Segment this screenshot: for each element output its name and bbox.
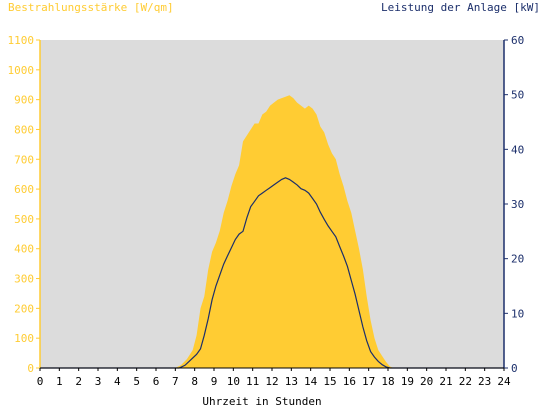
y-right-tick-label: 60: [511, 34, 524, 47]
x-axis-title: Uhrzeit in Stunden: [202, 395, 321, 408]
power-line: [40, 177, 504, 369]
x-tick-label: 0: [37, 375, 44, 388]
x-tick-label: 21: [439, 375, 452, 388]
x-tick-label: 23: [478, 375, 491, 388]
x-tick-label: 16: [343, 375, 356, 388]
x-tick-label: 1: [56, 375, 63, 388]
y-right-tick-label: 10: [511, 307, 524, 320]
right-axis-title: Leistung der Anlage [kW]: [381, 1, 540, 14]
x-tick-label: 24: [497, 375, 511, 388]
x-tick-label: 8: [191, 375, 198, 388]
y-left-tick-label: 1100: [8, 34, 35, 47]
y-left-tick-label: 1000: [8, 64, 35, 77]
x-tick-label: 9: [211, 375, 218, 388]
x-tick-label: 6: [153, 375, 160, 388]
x-tick-label: 3: [95, 375, 102, 388]
y-left-tick-label: 900: [14, 94, 34, 107]
series-layer: [40, 95, 504, 369]
x-tick-label: 2: [75, 375, 82, 388]
x-tick-label: 14: [304, 375, 318, 388]
x-tick-label: 4: [114, 375, 121, 388]
y-left-tick-label: 300: [14, 273, 34, 286]
x-tick-label: 5: [133, 375, 140, 388]
x-tick-label: 12: [265, 375, 278, 388]
y-right-tick-label: 30: [511, 198, 524, 211]
y-left-tick-label: 200: [14, 302, 34, 315]
x-tick-label: 20: [420, 375, 433, 388]
x-tick-label: 22: [459, 375, 472, 388]
y-left-tick-label: 700: [14, 153, 34, 166]
y-left-tick-label: 0: [27, 362, 34, 375]
y-right-tick-label: 40: [511, 143, 524, 156]
x-tick-label: 10: [227, 375, 240, 388]
x-tick-label: 15: [323, 375, 336, 388]
irradiance-area: [40, 95, 504, 368]
x-tick-label: 13: [285, 375, 298, 388]
left-axis-title: Bestrahlungsstärke [W/qm]: [8, 1, 174, 14]
y-left-tick-label: 500: [14, 213, 34, 226]
x-tick-label: 19: [401, 375, 414, 388]
y-left-tick-label: 600: [14, 183, 34, 196]
y-right-tick-label: 50: [511, 89, 524, 102]
y-right-tick-label: 20: [511, 253, 524, 266]
y-right-tick-label: 0: [511, 362, 518, 375]
x-tick-label: 17: [362, 375, 375, 388]
y-left-tick-label: 800: [14, 123, 34, 136]
x-tick-label: 7: [172, 375, 179, 388]
y-left-tick-label: 400: [14, 243, 34, 256]
y-left-tick-label: 100: [14, 332, 34, 345]
tick-layer: 0100200300400500600700800900100011000102…: [8, 34, 525, 388]
x-tick-label: 18: [381, 375, 394, 388]
x-tick-label: 11: [246, 375, 259, 388]
